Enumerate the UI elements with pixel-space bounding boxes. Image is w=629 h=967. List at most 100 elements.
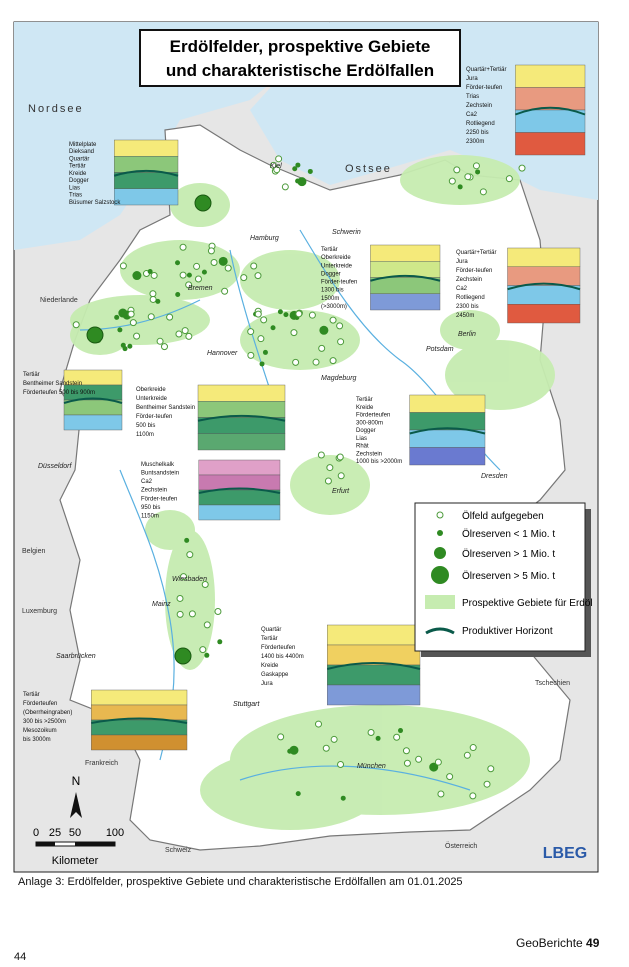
title: und charakteristische Erdölfallen (166, 61, 434, 80)
abandoned-field (273, 166, 281, 174)
city-label: Potsdam (426, 346, 454, 353)
section-label: Gaskappe (261, 672, 289, 678)
abandoned-field (295, 310, 303, 318)
small-reserve (295, 162, 301, 168)
abandoned-field (275, 155, 283, 163)
journal: GeoBerichte (516, 936, 583, 950)
abandoned-field (166, 313, 174, 321)
abandoned-field (337, 472, 345, 480)
section-label: Förder-teufen (321, 280, 357, 286)
section-label: Jura (456, 259, 468, 265)
productive-horizon (507, 282, 581, 291)
productive-horizon (113, 169, 179, 177)
abandoned-field (329, 316, 337, 324)
cross-section: Oberkreide Unterkreide Bentheimer Sandstei… (136, 384, 286, 451)
city-label: Hannover (207, 350, 238, 357)
section-label: Unterkreide (321, 263, 353, 269)
section-label: Tertiär (69, 164, 86, 170)
cross-sections: MittelplateDieksandQuartärTertiärKreideD… (23, 64, 586, 751)
abandoned-field (176, 610, 184, 618)
abandoned-field (281, 183, 289, 191)
productive-horizon (515, 106, 586, 116)
section-label: Muschelkalk (141, 462, 175, 468)
small-reserve (217, 639, 223, 645)
small-reserve (114, 314, 120, 320)
country-label: Österreich (445, 842, 477, 850)
stratum (91, 719, 188, 736)
country-label: Belgien (22, 548, 45, 555)
section-label: Tertiär (23, 372, 40, 378)
small-reserve (175, 260, 181, 266)
abandoned-field (483, 780, 491, 788)
section-label: Bentheimer Sandstein (136, 405, 195, 411)
small-reserve (307, 168, 313, 174)
abandoned-field (415, 755, 423, 763)
section-label: Kreide (261, 663, 279, 669)
abandoned-field (308, 311, 316, 319)
city-label: Stuttgart (233, 701, 261, 708)
small-reserve (319, 325, 329, 335)
scale-tick: 50 (69, 827, 81, 839)
stratum (113, 172, 179, 189)
section-label: Dogger (356, 428, 376, 434)
abandoned-field (247, 328, 255, 336)
section-label: Kreide (356, 405, 374, 411)
city-label: Dresden (481, 473, 508, 480)
prospective-area (165, 530, 215, 670)
title: Erdölfelder, prospektive Gebiete (170, 37, 431, 56)
section-label: Zechstein (456, 277, 482, 283)
cross-section: Quartär Tertiär Förderteufen 1400 bis 4400m… (261, 624, 421, 706)
small-reserve (204, 652, 210, 658)
legend-label: Ölfeld aufgegeben (462, 510, 544, 522)
abandoned-field (186, 551, 194, 559)
small-reserve (297, 177, 307, 187)
small-reserve (175, 291, 181, 297)
section-label: Quartär (261, 627, 281, 633)
section-label: Ca2 (466, 112, 478, 118)
legend-symbol (436, 511, 444, 519)
section-label: Quartär+Tertiär (456, 250, 497, 256)
abandoned-field (277, 733, 285, 741)
stratum (515, 109, 586, 133)
abandoned-field (318, 344, 326, 352)
city-label: Hamburg (250, 235, 279, 242)
abandoned-field (518, 164, 526, 172)
caption: Anlage 3: Erdölfelder, prospektive Gebie… (18, 876, 463, 888)
title-box (139, 29, 461, 87)
abandoned-field (156, 337, 164, 345)
productive-horizon (63, 397, 123, 404)
small-reserve (127, 343, 133, 349)
prospective-area (240, 310, 360, 370)
section-label: bis 3000m (23, 737, 51, 743)
abandoned-field (393, 733, 401, 741)
section-label: Lias (356, 436, 367, 442)
section-label: 300 bis >2500m (23, 719, 66, 725)
small-reserve (397, 728, 403, 734)
legend-label: Ölreserven > 1 Mio. t (462, 548, 555, 560)
scale-tick: 25 (49, 827, 61, 839)
section-label: Ca2 (456, 286, 468, 292)
abandoned-field (129, 319, 137, 327)
country-label: Niederlande (40, 297, 78, 304)
stratum (113, 188, 179, 206)
productive-horizon (198, 487, 281, 494)
stratum (197, 417, 286, 434)
section-label: Oberkreide (136, 387, 166, 393)
productive-horizon (91, 717, 188, 724)
city-label: Düsseldorf (38, 463, 73, 470)
section-label: Förder-teufen (136, 414, 172, 420)
small-reserve (262, 349, 268, 355)
section-label: Förder-teufen (141, 496, 177, 502)
small-reserve (117, 327, 123, 333)
stratum (91, 734, 188, 751)
abandoned-field (317, 451, 325, 459)
abandoned-field (322, 744, 330, 752)
abandoned-field (487, 765, 495, 773)
country-label: Schweiz (165, 847, 192, 854)
section-label: Buntsandstein (141, 471, 179, 477)
stratum (198, 459, 281, 476)
stratum (327, 664, 421, 686)
abandoned-field (367, 729, 375, 737)
